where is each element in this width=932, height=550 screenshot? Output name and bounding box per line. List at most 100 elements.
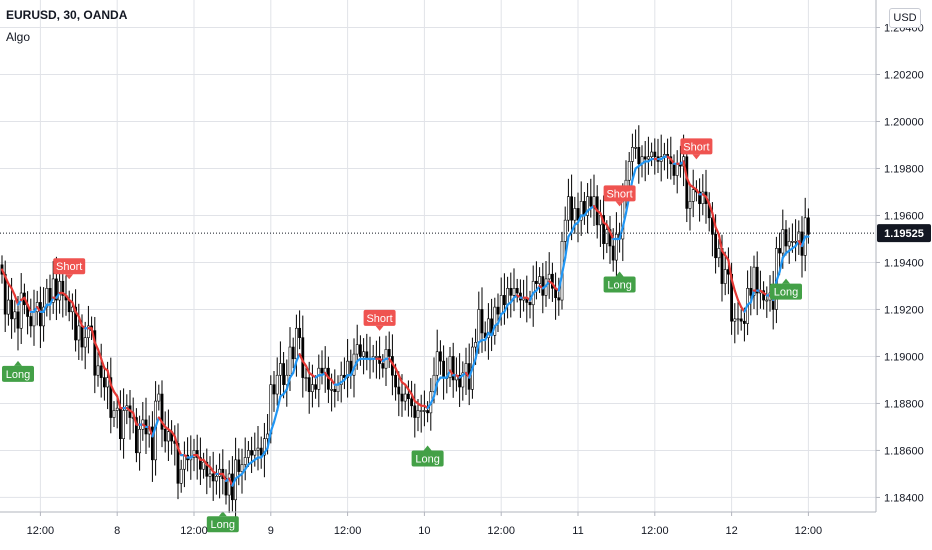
candle-body [288, 346, 292, 376]
candle-body [374, 356, 378, 358]
signal-label-box [411, 450, 444, 467]
candle-body [61, 280, 65, 296]
candle-body [410, 398, 414, 407]
time-tick-label: 12:00 [334, 525, 362, 537]
candle-body [419, 410, 423, 412]
candle-body [480, 309, 484, 334]
candle-body [256, 447, 260, 451]
ma-segment [576, 214, 583, 224]
ma-segment [410, 392, 416, 403]
candle-body [19, 292, 23, 329]
candle-body [790, 241, 794, 243]
ma-segment [176, 446, 183, 457]
ma-segment [503, 303, 509, 313]
candle-body [691, 189, 695, 202]
price-tick-label: 1.19200 [884, 304, 924, 316]
candle-body [294, 327, 298, 360]
candle-body [534, 280, 538, 284]
currency-button[interactable]: USD [889, 8, 921, 28]
signal-label-box [2, 365, 34, 382]
ma-segment [445, 369, 452, 379]
ma-segment [221, 472, 228, 483]
candle-body [422, 410, 426, 412]
candle-body [51, 278, 55, 303]
candle-body [394, 374, 398, 388]
candle-body [231, 473, 234, 501]
signal-label-arrow [692, 154, 701, 160]
candle-body [199, 457, 202, 470]
candle-body [157, 393, 161, 402]
signal-label-box [53, 258, 86, 275]
time-tick-label: 12:00 [641, 525, 669, 537]
candle-body [10, 299, 14, 320]
ma-segment [269, 421, 276, 433]
ma-segment [397, 374, 404, 384]
ma-segment [106, 369, 112, 386]
price-tick-label: 1.19800 [884, 163, 924, 175]
candle-body [672, 163, 676, 176]
candle-body [99, 365, 103, 378]
candle-body [96, 365, 100, 376]
candle-body [685, 156, 689, 209]
candle-body [135, 417, 138, 454]
candle-body [458, 374, 462, 388]
candle-body [493, 306, 497, 336]
candle-body [307, 377, 311, 392]
ma-segment [132, 411, 138, 426]
ma-segment [13, 294, 20, 306]
candle-body [253, 450, 257, 456]
signal-label-box [363, 309, 396, 326]
candle-body [13, 311, 17, 320]
candle-body [477, 309, 481, 343]
ma-segment [48, 296, 55, 306]
price-tick-label: 1.18800 [884, 398, 924, 410]
candle-body [739, 318, 743, 322]
candle-body [550, 273, 554, 289]
candle-body [71, 306, 74, 313]
signal-label-long: Long [415, 453, 439, 465]
candle-body [592, 196, 596, 207]
candle-body [650, 151, 654, 158]
ma-segment [26, 303, 32, 313]
ma-segment [4, 275, 10, 285]
candle-body [403, 393, 407, 402]
indicator-name: Algo [6, 30, 31, 44]
ma-segment [736, 298, 743, 309]
candle-body [755, 266, 759, 294]
candle-body [115, 407, 119, 411]
candle-body [784, 229, 788, 247]
ma-segment [564, 235, 570, 259]
time-tick-label: 12 [725, 525, 737, 537]
candle-body [416, 410, 420, 418]
candle-body [442, 360, 446, 378]
candle-body [400, 393, 404, 402]
candle-body [250, 450, 254, 456]
price-tick-label: 1.18400 [884, 492, 924, 504]
candle-body [237, 459, 241, 472]
candle-body [346, 360, 350, 378]
candle-body [183, 454, 186, 470]
candle-body [630, 147, 634, 162]
candle-body [211, 473, 215, 482]
price-tick-label: 1.19600 [884, 210, 924, 222]
price-tick-label: 1.20200 [884, 69, 924, 81]
candle-body [573, 208, 577, 221]
candle-body [291, 346, 295, 360]
signal-label-long: Long [774, 287, 798, 299]
candle-body [320, 367, 324, 374]
candle-body [496, 306, 500, 315]
candle-body [752, 266, 756, 296]
candle-body [138, 428, 142, 454]
candle-body [765, 299, 769, 302]
candle-body [563, 219, 567, 242]
candle-body [627, 161, 631, 181]
candle-body [29, 316, 33, 327]
signal-label-long: Long [6, 369, 30, 381]
candle-body [205, 461, 209, 477]
time-tick-label: 12:00 [180, 525, 208, 537]
ma-segment [743, 303, 749, 313]
candle-body [77, 325, 81, 341]
candle-body [675, 163, 679, 176]
candle-body [538, 276, 542, 284]
